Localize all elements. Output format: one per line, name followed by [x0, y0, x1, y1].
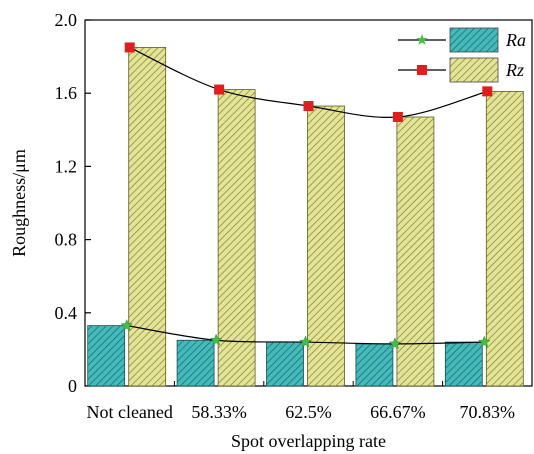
bar-ra — [176, 339, 215, 387]
rz-point — [392, 111, 403, 122]
bar-ra — [444, 341, 483, 387]
bar-rz — [396, 116, 435, 387]
y-tick-label: 0.8 — [55, 230, 78, 250]
legend: Ra Rz — [398, 27, 526, 83]
legend-marker-ra — [416, 34, 428, 45]
legend-label-ra: Ra — [505, 30, 526, 50]
legend-marker-rz — [417, 65, 427, 75]
bar-ra — [355, 343, 394, 387]
ra-point — [120, 318, 134, 332]
legend-label-rz: Rz — [505, 60, 524, 80]
x-tick-label: 62.5% — [285, 402, 332, 422]
rz-point — [214, 84, 225, 95]
x-axis-title: Spot overlapping rate — [231, 431, 386, 451]
x-tick-label: Not cleaned — [86, 402, 172, 422]
bar-rz — [217, 89, 256, 387]
legend-swatch-ra — [449, 27, 499, 53]
rz-point — [482, 86, 493, 97]
legend-swatch-rz — [449, 57, 499, 83]
y-tick-label: 0 — [68, 376, 77, 396]
y-tick-label: 0.4 — [55, 303, 78, 323]
y-tick-label: 1.6 — [55, 83, 78, 103]
x-tick-label: 66.67% — [370, 402, 426, 422]
ra-point — [388, 337, 402, 350]
bar-rz — [485, 90, 524, 387]
x-tick-label: 58.33% — [191, 402, 247, 422]
ra-point — [299, 335, 312, 348]
y-axis-title: Roughness/μm — [9, 149, 29, 257]
ra-point — [477, 335, 491, 348]
bar-rz — [128, 47, 167, 387]
y-tick-label: 2.0 — [55, 10, 78, 30]
bar-ra — [266, 341, 304, 387]
rz-point — [303, 101, 314, 112]
bar-rz — [307, 105, 345, 387]
rz-point — [124, 42, 135, 53]
x-tick-label: 70.83% — [460, 402, 516, 422]
ra-point — [209, 333, 223, 346]
y-tick-label: 1.2 — [55, 156, 78, 176]
bar-ra — [87, 325, 126, 387]
